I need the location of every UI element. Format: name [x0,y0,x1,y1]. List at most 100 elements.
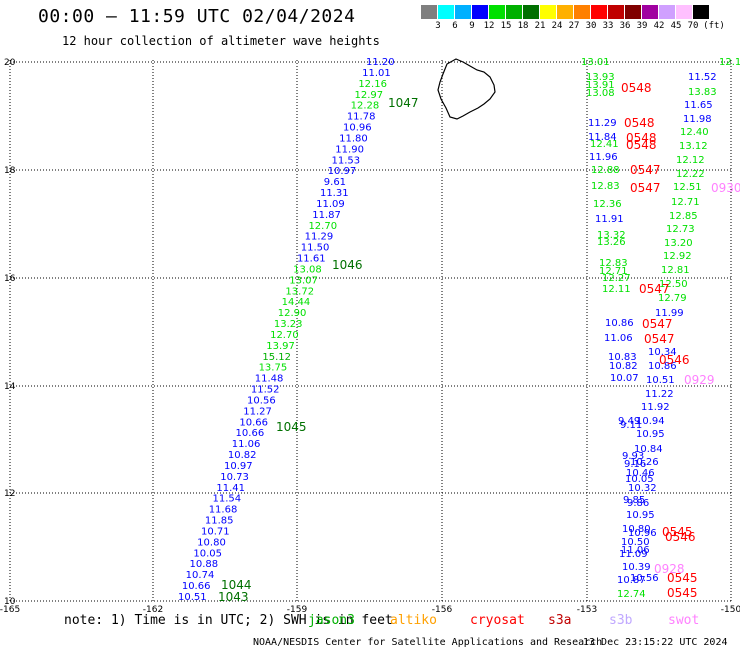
wave-height-label: 9.49 [618,416,640,427]
pass-time-label: 0548 [624,116,655,130]
x-tick-label: -153 [577,605,597,615]
legend-item-s3b: s3b [609,613,633,628]
wave-height-label: 10.95 [636,429,665,440]
wave-height-label: 12.83 [599,258,628,269]
colorbar-tick-label: 42 [653,21,665,31]
wave-height-label: 10.50 [621,537,650,548]
wave-height-label: 10.51 [178,592,207,603]
wave-height-label: 11.65 [684,100,713,111]
wave-height-label: 12.85 [669,211,698,222]
wave-height-label: 10.96 [628,528,657,539]
wave-height-label: 11.92 [641,402,670,413]
colorbar-swatch [642,5,659,19]
wave-height-label: 10.97 [224,461,253,472]
wave-height-label: 12.70 [270,330,299,341]
wave-height-label: 13.97 [266,341,295,352]
wave-height-label: 10.80 [197,537,226,548]
wave-height-label: 10.66 [236,428,265,439]
wave-height-label: 13.93 [586,72,615,83]
pass-time-label: 1044 [221,578,252,592]
y-tick-label: 16 [4,274,16,284]
wave-height-label: 12.81 [661,265,690,276]
colorbar-tick-label: 27 [568,21,580,31]
wave-height-label: 10.86 [605,318,634,329]
wave-height-label: 10.80 [622,524,651,535]
wave-height-label: 12.51 [673,182,702,193]
wave-height-label: 13.26 [597,237,626,248]
wave-height-label: 12.70 [308,221,337,232]
wave-height-label: 10.66 [182,581,211,592]
legend-item-altiko: altiko [390,613,437,628]
colorbar-swatch [625,5,642,19]
wave-height-label: 10.26 [630,457,659,468]
wave-height-label: 11.06 [232,439,261,450]
wave-height-label: 12.41 [590,139,619,150]
x-tick-label: -156 [432,605,453,615]
wave-height-label: 13.72 [285,286,314,297]
wave-height-label: 13.23 [274,319,303,330]
pass-time-label: 1045 [276,420,307,434]
note-text: note: 1) Time is in UTC; 2) SWH is in fe… [64,613,393,628]
wave-height-label: 11.29 [588,118,617,129]
wave-height-label: 11.01 [362,68,391,79]
wave-height-label: 12.12 [676,155,705,166]
wave-height-label: 13.08 [586,88,615,99]
wave-height-label: 10.71 [201,526,230,537]
y-tick-label: 12 [4,489,15,499]
wave-height-label: 10.07 [610,373,639,384]
wave-height-label: 9.86 [627,498,649,509]
colorbar-tick-label: 3 [435,21,441,31]
colorbar-swatch [472,5,489,19]
wave-height-label: 10.66 [239,417,268,428]
colorbar-tick-label: 9 [469,21,475,31]
pass-time-label: 0547 [644,332,675,346]
colorbar-swatch [591,5,608,19]
x-tick-label: -165 [0,605,20,615]
wave-height-label: 10.73 [220,472,249,483]
wave-height-label: 10.87 [617,575,646,586]
y-tick-label: 14 [4,382,16,392]
colorbar-tick-label: 15 [500,21,512,31]
wave-height-label: 10.84 [634,444,663,455]
x-tick-label: -150 [721,605,740,615]
wave-height-label: 11.48 [255,374,284,385]
pass-time-label: 0546 [659,353,690,367]
wave-height-label: 10.51 [646,375,675,386]
colorbar-swatch [540,5,557,19]
wave-height-label: 12.27 [602,273,631,284]
wave-height-label: 11.20 [366,57,395,68]
colorbar-swatch [693,5,710,19]
colorbar-swatch [421,5,438,19]
colorbar-tick-label: 33 [602,21,614,31]
colorbar-swatch [659,5,676,19]
wave-height-label: 11.85 [205,516,234,527]
wave-height-label: 11.99 [655,308,684,319]
wave-height-label: 13.08 [293,264,322,275]
wave-height-label: 10.05 [625,474,654,485]
wave-height-label: 14.44 [282,297,311,308]
pass-time-label: 0930 [711,181,740,195]
timestamp-text: 13 Dec 23:15:22 UTC 2024 [583,637,728,648]
colorbar-swatch [608,5,625,19]
wave-height-label: 11.50 [301,243,330,254]
wave-height-label: 10.32 [628,483,657,494]
pass-time-label: 0547 [642,317,673,331]
wave-height-label: 13.83 [688,87,717,98]
wave-height-label: 15.12 [262,352,291,363]
wave-height-label: 10.34 [648,347,677,358]
wave-height-label: 11.52 [688,72,717,83]
map-subtitle: 12 hour collection of altimeter wave hei… [62,34,380,48]
colorbar-tick-label: 36 [619,21,631,31]
map-title: 00:00 – 11:59 UTC 02/04/2024 [38,6,356,27]
wave-height-label: 13.91 [586,80,615,91]
wave-height-label: 12.83 [591,181,620,192]
y-tick-label: 18 [4,166,16,176]
wave-height-label: 9.11 [620,420,642,431]
wave-height-label: 11.68 [209,505,238,516]
colorbar-swatch [506,5,523,19]
pass-time-label: 0928 [654,562,685,576]
colorbar-swatch [455,5,472,19]
wave-height-label: 13.75 [259,363,288,374]
x-tick-label: -159 [287,605,308,615]
